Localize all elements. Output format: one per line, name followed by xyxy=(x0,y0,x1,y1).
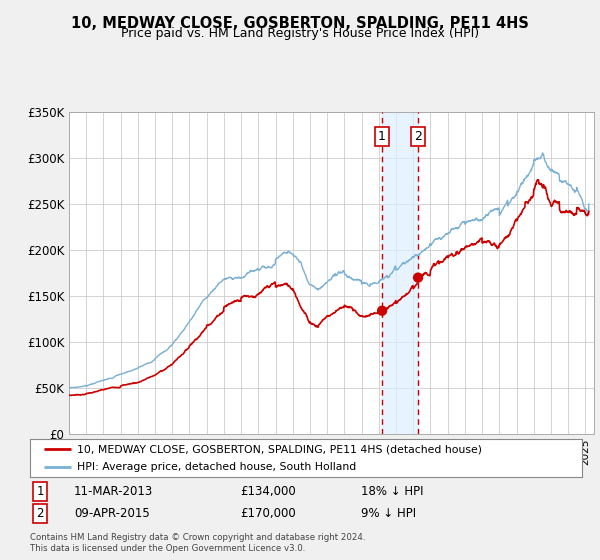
Text: 18% ↓ HPI: 18% ↓ HPI xyxy=(361,485,424,498)
Point xyxy=(413,273,423,282)
Text: £134,000: £134,000 xyxy=(240,485,296,498)
Text: 10, MEDWAY CLOSE, GOSBERTON, SPALDING, PE11 4HS: 10, MEDWAY CLOSE, GOSBERTON, SPALDING, P… xyxy=(71,16,529,31)
Text: 1: 1 xyxy=(36,485,44,498)
Text: £170,000: £170,000 xyxy=(240,507,296,520)
Text: 1: 1 xyxy=(378,130,386,143)
Text: 2: 2 xyxy=(414,130,422,143)
Text: Contains HM Land Registry data © Crown copyright and database right 2024.
This d: Contains HM Land Registry data © Crown c… xyxy=(30,533,365,553)
Text: 2: 2 xyxy=(36,507,44,520)
Text: Price paid vs. HM Land Registry's House Price Index (HPI): Price paid vs. HM Land Registry's House … xyxy=(121,27,479,40)
Text: 11-MAR-2013: 11-MAR-2013 xyxy=(74,485,154,498)
Text: HPI: Average price, detached house, South Holland: HPI: Average price, detached house, Sout… xyxy=(77,462,356,472)
Text: 9% ↓ HPI: 9% ↓ HPI xyxy=(361,507,416,520)
Text: 09-APR-2015: 09-APR-2015 xyxy=(74,507,150,520)
Point xyxy=(377,306,387,315)
Bar xyxy=(382,112,418,434)
Text: 10, MEDWAY CLOSE, GOSBERTON, SPALDING, PE11 4HS (detached house): 10, MEDWAY CLOSE, GOSBERTON, SPALDING, P… xyxy=(77,444,482,454)
